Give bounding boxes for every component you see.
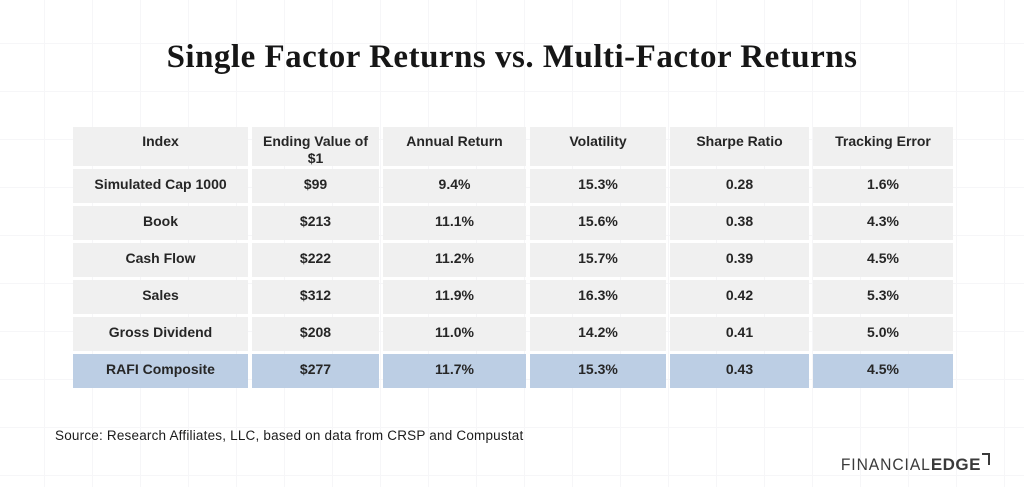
row-label: Gross Dividend [73, 317, 248, 351]
row-label: Simulated Cap 1000 [73, 169, 248, 203]
table-cell: $208 [252, 317, 379, 351]
logo-text-edge: EDGE [930, 455, 981, 474]
table-cell: $213 [252, 206, 379, 240]
page-title: Single Factor Returns vs. Multi-Factor R… [166, 39, 858, 75]
table-cell: 9.4% [383, 169, 526, 203]
table-cell-highlighted: 0.43 [670, 354, 809, 388]
table-cell: 14.2% [530, 317, 666, 351]
table-cell: 11.1% [383, 206, 526, 240]
table-cell: 0.42 [670, 280, 809, 314]
column-header-index: Index [73, 127, 248, 166]
table-cell: 5.3% [813, 280, 953, 314]
table-cell: $99 [252, 169, 379, 203]
data-table: Index Ending Value of $1 Annual Return V… [73, 127, 953, 388]
column-header-ending-value: Ending Value of $1 [252, 127, 379, 166]
source-note: Source: Research Affiliates, LLC, based … [55, 428, 524, 443]
table-cell: 11.9% [383, 280, 526, 314]
table-cell: 0.41 [670, 317, 809, 351]
logo-text-financial: FINANCIAL [840, 455, 931, 474]
table-cell: 1.6% [813, 169, 953, 203]
table-cell-highlighted: $277 [252, 354, 379, 388]
financial-edge-logo: FINANCIAL EDGE [833, 453, 990, 475]
table-cell-highlighted: 15.3% [530, 354, 666, 388]
row-label: Book [73, 206, 248, 240]
table-cell: 15.6% [530, 206, 666, 240]
table-cell-highlighted: 4.5% [813, 354, 953, 388]
column-header-annual-return: Annual Return [383, 127, 526, 166]
table-cell: 16.3% [530, 280, 666, 314]
column-header-volatility: Volatility [530, 127, 666, 166]
table-cell: 0.38 [670, 206, 809, 240]
table-cell: 4.5% [813, 243, 953, 277]
table-cell: $312 [252, 280, 379, 314]
table-cell: 11.2% [383, 243, 526, 277]
table-cell: 0.39 [670, 243, 809, 277]
table-cell: 5.0% [813, 317, 953, 351]
table-cell-highlighted: 11.7% [383, 354, 526, 388]
row-label-highlighted: RAFI Composite [73, 354, 248, 388]
table-cell: $222 [252, 243, 379, 277]
table-cell: 0.28 [670, 169, 809, 203]
table-cell: 4.3% [813, 206, 953, 240]
column-header-tracking-error: Tracking Error [813, 127, 953, 166]
row-label: Cash Flow [73, 243, 248, 277]
table-cell: 15.7% [530, 243, 666, 277]
table-cell: 15.3% [530, 169, 666, 203]
row-label: Sales [73, 280, 248, 314]
column-header-sharpe-ratio: Sharpe Ratio [670, 127, 809, 166]
table-cell: 11.0% [383, 317, 526, 351]
logo-corner-icon [982, 453, 990, 465]
